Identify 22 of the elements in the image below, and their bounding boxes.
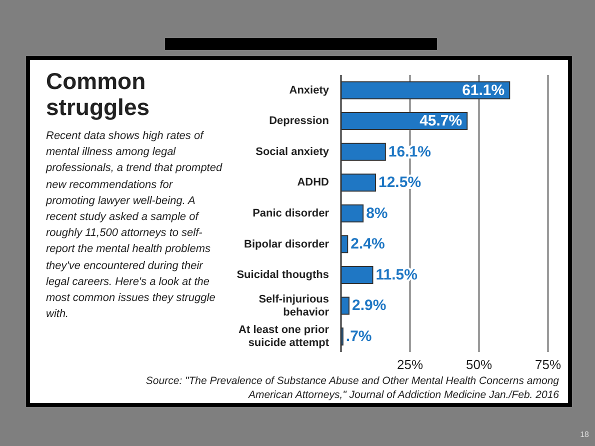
data-label: 8% [366, 204, 388, 222]
data-label: 61.1% [462, 82, 505, 99]
data-label: 2.9% [352, 297, 386, 314]
y-tick-label: Self-injurious behavior [258, 293, 330, 318]
y-tick-label: Panic disorder [252, 207, 330, 220]
x-tick-label: 50% [466, 357, 492, 372]
text: 18 [580, 430, 589, 439]
data-label: 2.4% [350, 236, 385, 253]
y-tick-label: Anxiety [289, 84, 330, 96]
y-tick-label: At least one prior suicide attempt [238, 324, 330, 350]
y-tick-label: Social anxiety [256, 146, 330, 158]
data-label: 45.7% [420, 112, 462, 130]
y-tick-label: Depression [269, 115, 330, 128]
data-label: .7% [346, 328, 372, 345]
source-note: Source: "The Prevalence of Substance Abuse and Other Mental Health Concerns among American Attorneys," Journal of Addiction Medicine Jan./Feb. 2016 [144, 374, 559, 402]
x-tick-label: 75% [534, 357, 562, 372]
text: Recent data shows high rates of mental illness among legal professionals, a trend that prompted new recommendations for promoting lawyer well-being. A recent study asked a sample of roughly 11,500 attorneys to self-report the mental health problems they've encountered during their legal careers. Here's a look at the most common issues they struggle with. [46, 130, 222, 320]
y-tick-label: Bipolar disorder [244, 238, 330, 250]
y-tick-label: ADHD [297, 176, 330, 189]
y-tick-label: Suicidal thougths [236, 268, 329, 281]
x-tick-label: 25% [396, 357, 424, 372]
text: Common struggles [46, 68, 151, 120]
